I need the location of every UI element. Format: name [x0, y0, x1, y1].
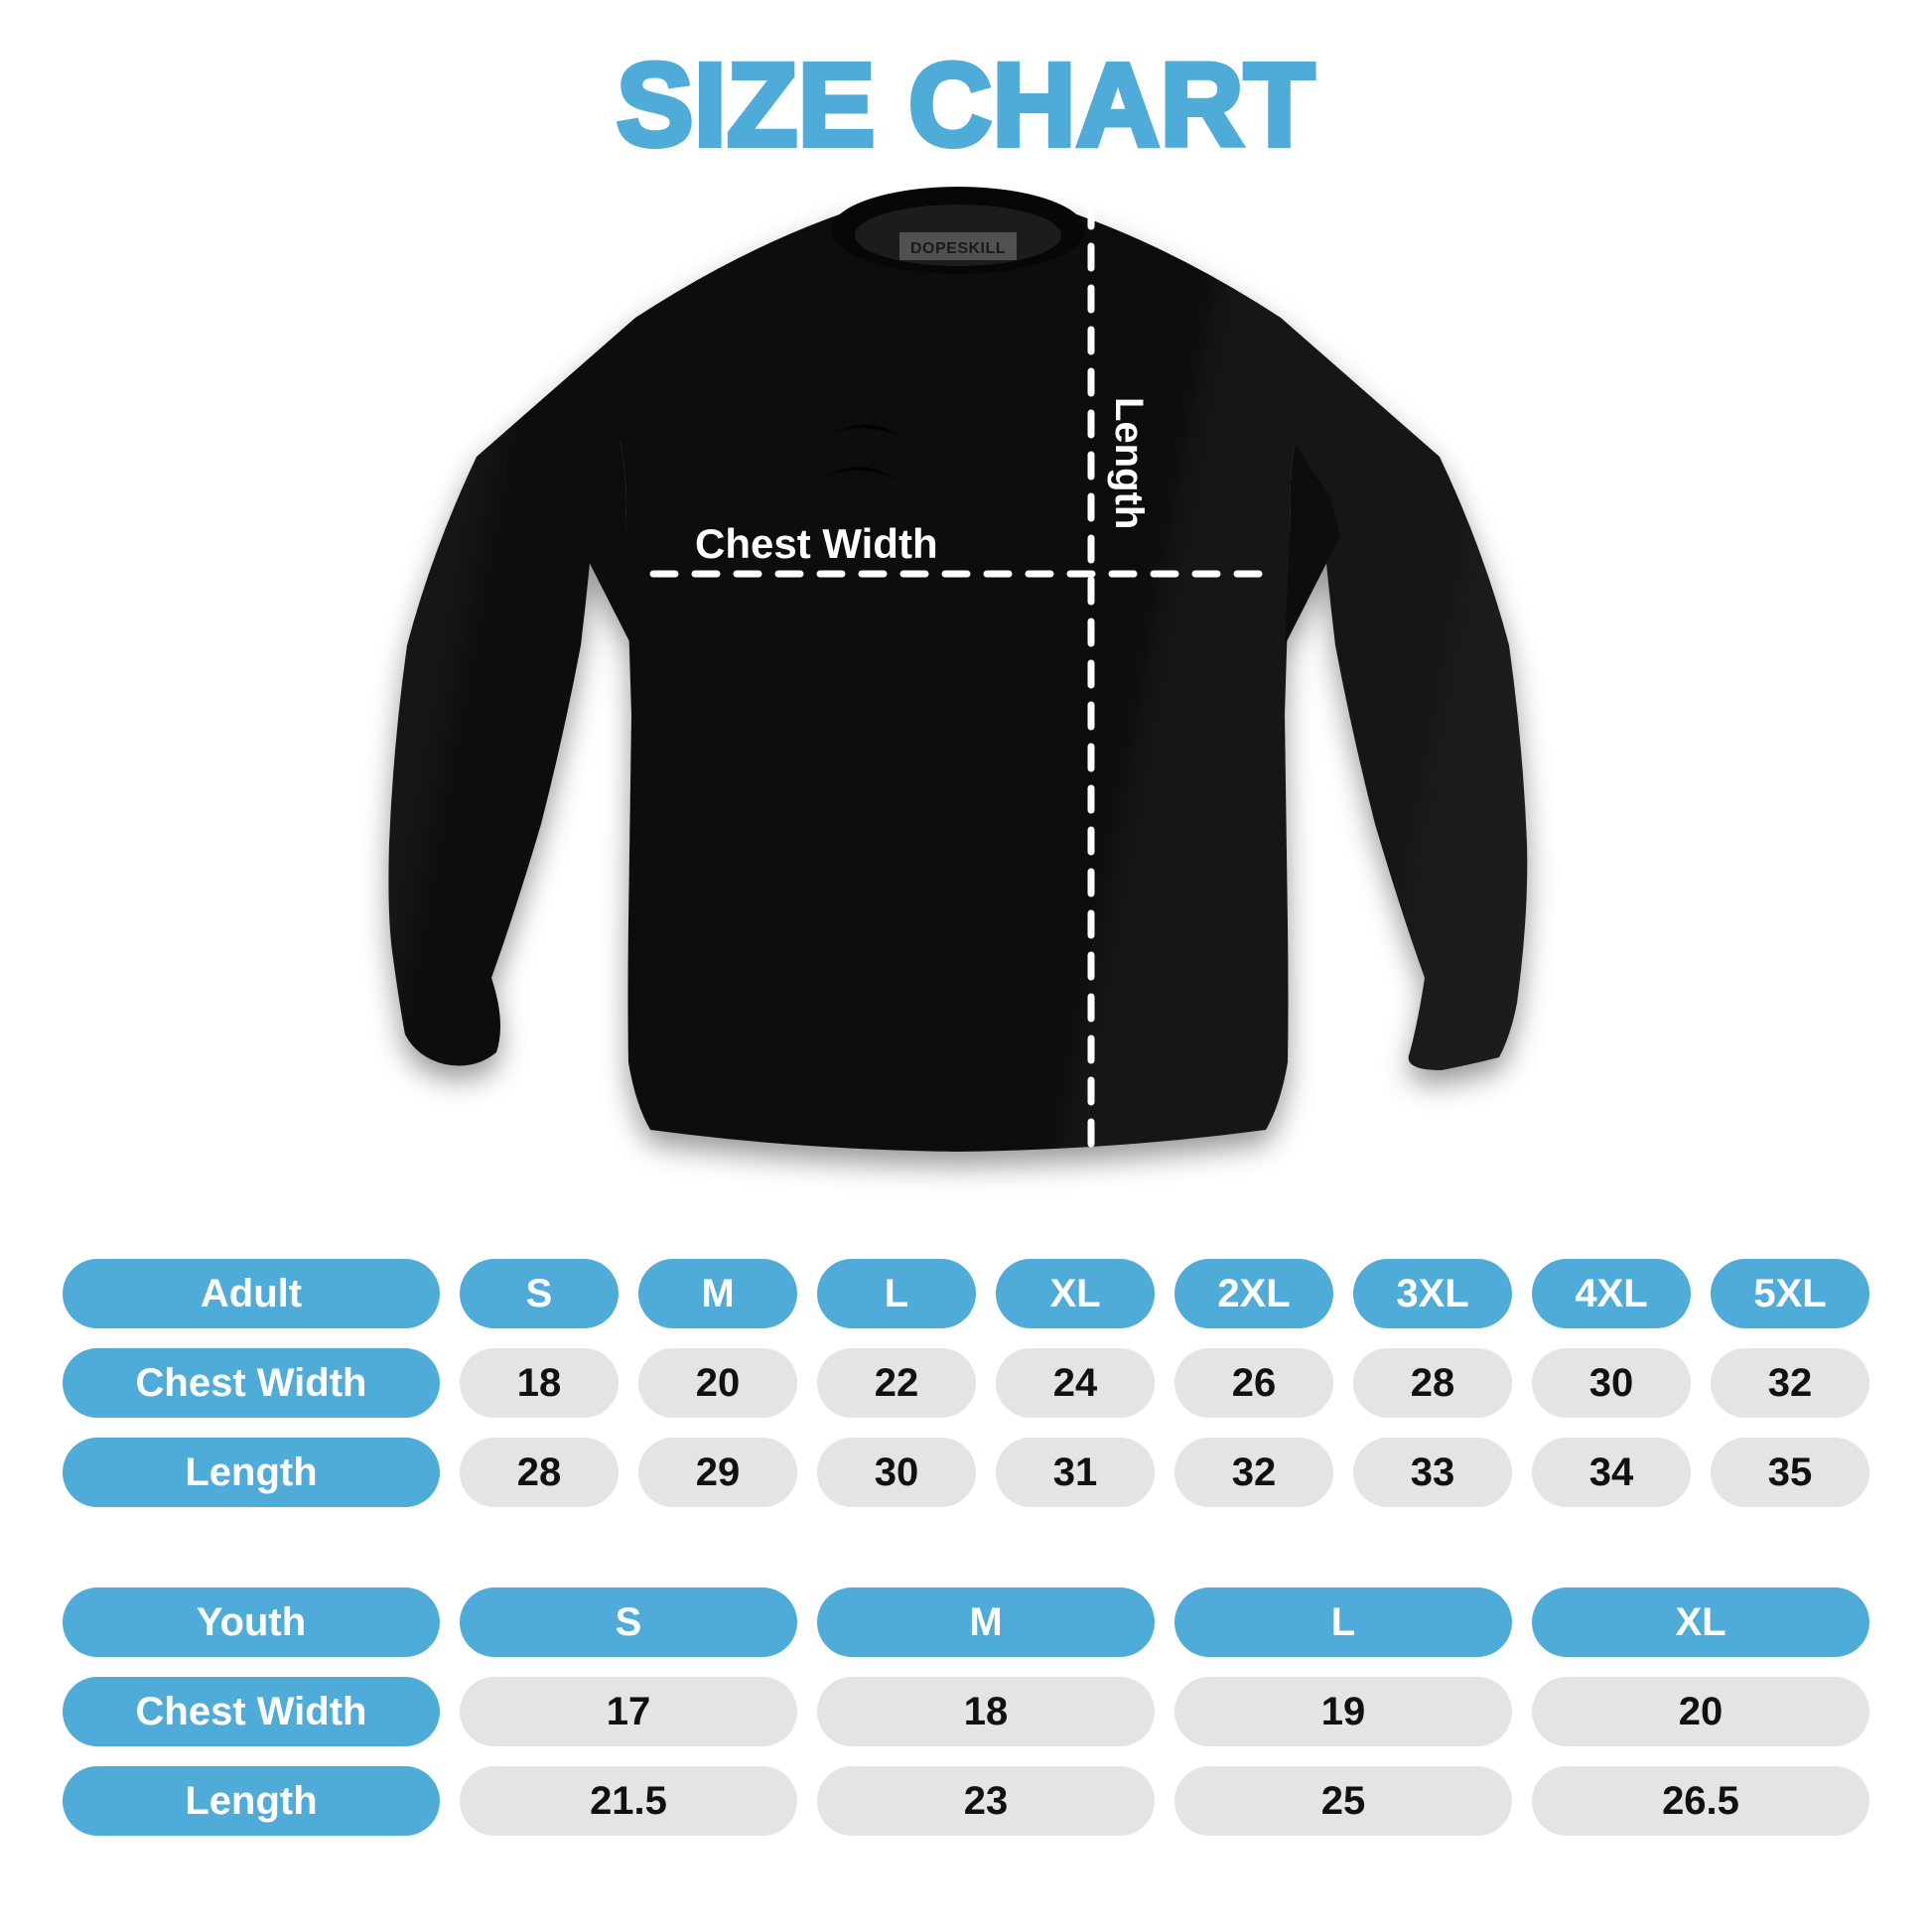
svg-text:Chest Width: Chest Width: [695, 520, 938, 567]
svg-text:Length: Length: [1107, 397, 1151, 529]
svg-text:DOPESKILL: DOPESKILL: [910, 240, 1006, 257]
